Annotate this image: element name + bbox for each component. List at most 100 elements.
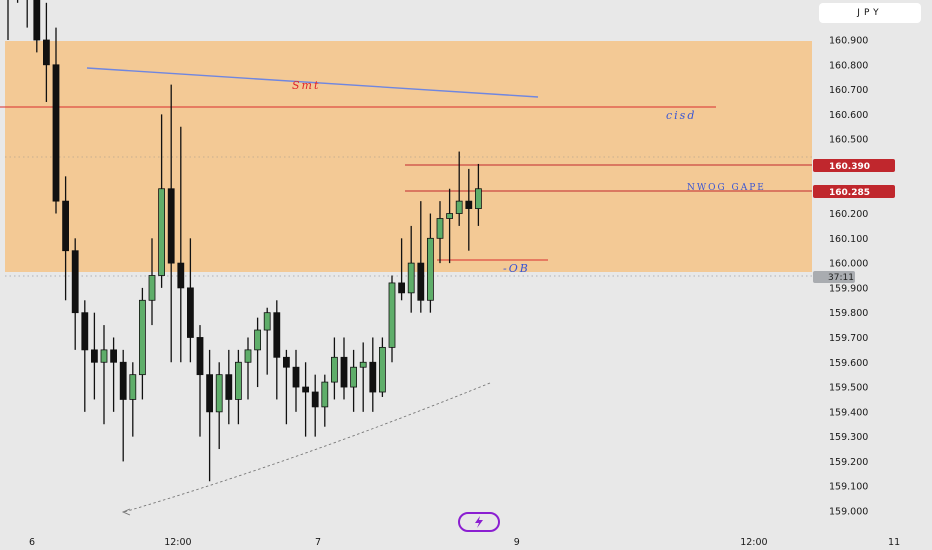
candle[interactable] xyxy=(129,362,137,437)
candle[interactable] xyxy=(254,317,262,388)
price-tag-upper-text: 160.390 xyxy=(829,162,870,172)
bull-candle-body xyxy=(148,275,156,301)
time-tick-label: 12:00 xyxy=(740,537,767,548)
bull-candle-body xyxy=(378,346,386,393)
candle[interactable] xyxy=(196,325,204,437)
candle[interactable] xyxy=(100,325,108,425)
smt-annotation: Smt xyxy=(292,79,320,92)
price-tick-label: 160.700 xyxy=(829,85,868,96)
candle[interactable] xyxy=(33,0,41,53)
candle[interactable] xyxy=(110,337,117,412)
candle[interactable] xyxy=(5,0,11,40)
candle[interactable] xyxy=(407,225,415,313)
bull-candle-body xyxy=(407,262,415,294)
price-tick-label: 159.300 xyxy=(829,432,868,443)
candle[interactable] xyxy=(446,188,454,264)
bear-candle-body xyxy=(398,282,406,294)
candle[interactable] xyxy=(15,0,21,3)
candle[interactable] xyxy=(81,300,89,412)
candle[interactable] xyxy=(378,337,386,397)
candle[interactable] xyxy=(436,201,444,264)
price-tick-label: 160.800 xyxy=(829,60,868,71)
time-axis[interactable]: 6 12:00 7 9 12:00 11 xyxy=(29,537,900,548)
candle[interactable] xyxy=(215,362,223,450)
projection-curve[interactable] xyxy=(123,382,491,513)
time-tick-label: 7 xyxy=(315,537,321,548)
candle[interactable] xyxy=(455,151,463,226)
candle[interactable] xyxy=(186,238,194,363)
candle[interactable] xyxy=(62,176,69,301)
bull-candle-body xyxy=(436,218,444,239)
time-tick-label: 12:00 xyxy=(164,537,191,548)
price-tick-label: 159.700 xyxy=(829,333,868,344)
candle[interactable] xyxy=(282,349,290,425)
bear-candle-body xyxy=(62,200,69,252)
candle[interactable] xyxy=(321,374,329,427)
candle[interactable] xyxy=(388,275,396,363)
candle[interactable] xyxy=(119,349,127,462)
candle[interactable] xyxy=(43,2,50,102)
candle[interactable] xyxy=(292,349,300,412)
candle[interactable] xyxy=(350,349,358,412)
candle[interactable] xyxy=(91,312,98,400)
candle[interactable] xyxy=(24,0,30,28)
candle[interactable] xyxy=(138,287,146,400)
ob-annotation: -OB xyxy=(503,262,530,275)
bear-candle-body xyxy=(369,361,377,393)
candle[interactable] xyxy=(244,337,252,400)
smt-trendline[interactable] xyxy=(86,67,539,98)
candle[interactable] xyxy=(465,168,473,251)
price-tag-upper: 160.390 xyxy=(813,159,895,172)
candle[interactable] xyxy=(330,337,338,400)
bull-candle-body xyxy=(321,381,329,408)
price-tag-lower: 160.285 xyxy=(813,185,895,198)
price-tick-label: 160.100 xyxy=(829,234,868,245)
bear-candle-body xyxy=(167,188,175,264)
bear-candle-body xyxy=(119,361,127,400)
price-tick-label: 159.800 xyxy=(829,308,868,319)
bear-candle-body xyxy=(33,0,41,41)
price-tick-label: 160.000 xyxy=(829,259,868,270)
price-tag-lower-text: 160.285 xyxy=(829,188,870,198)
time-tick-label: 11 xyxy=(888,537,900,548)
candle[interactable] xyxy=(359,342,367,412)
candle[interactable] xyxy=(302,362,310,437)
price-tick-label: 160.200 xyxy=(829,209,868,220)
bull-candle-body xyxy=(244,349,252,363)
candle[interactable] xyxy=(158,114,166,288)
bear-candle-body xyxy=(186,287,194,338)
candle[interactable] xyxy=(177,126,185,363)
candle[interactable] xyxy=(340,337,348,400)
price-tick-label: 159.400 xyxy=(829,407,868,418)
bull-candle-body xyxy=(388,282,396,348)
bear-candle-body xyxy=(206,374,214,413)
price-tick-label: 159.500 xyxy=(829,383,868,394)
bear-candle-body xyxy=(91,349,98,363)
candle[interactable] xyxy=(417,201,425,313)
candle[interactable] xyxy=(52,27,60,214)
candle[interactable] xyxy=(148,238,156,326)
candle[interactable] xyxy=(167,84,175,363)
candle[interactable] xyxy=(71,238,79,350)
time-tick-label: 6 xyxy=(29,537,35,548)
candle[interactable] xyxy=(273,300,281,400)
candle[interactable] xyxy=(206,349,214,482)
bear-candle-body xyxy=(417,262,425,301)
candle[interactable] xyxy=(225,349,233,425)
bull-candle-body xyxy=(215,374,223,413)
candle[interactable] xyxy=(426,213,434,313)
candle[interactable] xyxy=(263,307,271,375)
bull-candle-body xyxy=(254,329,262,351)
candle[interactable] xyxy=(369,337,377,412)
candle[interactable] xyxy=(311,374,319,437)
candle[interactable] xyxy=(474,163,482,226)
bear-candle-body xyxy=(465,200,473,209)
bull-candle-body xyxy=(129,374,137,400)
candle[interactable] xyxy=(398,238,406,301)
symbol-label[interactable]: JPY xyxy=(819,3,921,23)
bear-candle-body xyxy=(110,349,117,363)
candle[interactable] xyxy=(234,349,242,425)
bear-candle-body xyxy=(81,312,89,351)
bull-candle-body xyxy=(263,312,271,331)
